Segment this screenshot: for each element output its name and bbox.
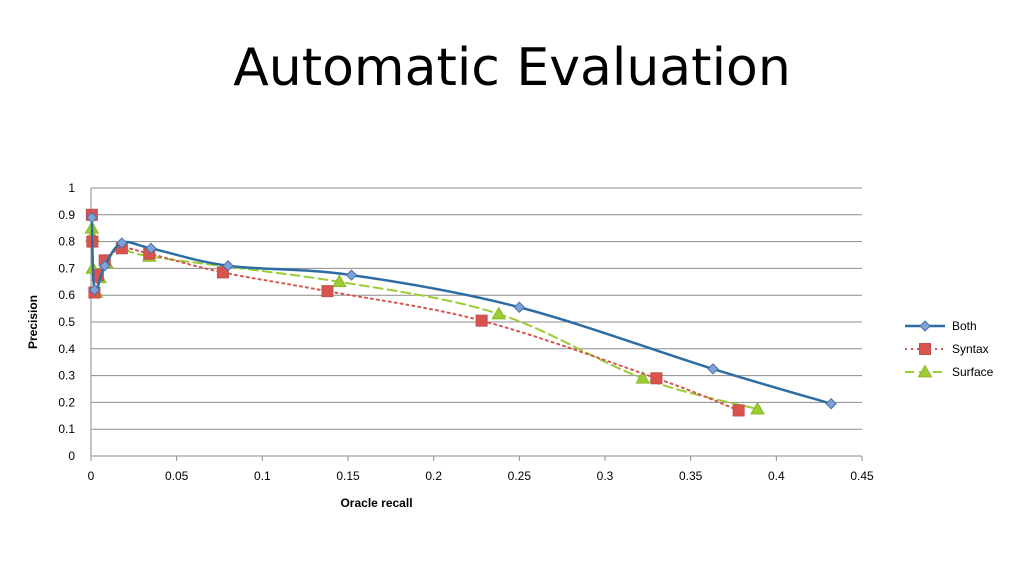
x-tick-label: 0.15 — [336, 469, 360, 483]
data-point-surface — [750, 401, 765, 415]
data-point-both — [825, 398, 837, 410]
legend-marker — [919, 320, 931, 332]
data-point-syntax — [650, 372, 663, 385]
data-point-both — [145, 242, 157, 255]
series-syntax — [85, 208, 745, 417]
y-tick-label: 0.6 — [58, 288, 75, 302]
x-tick-label: 0 — [88, 469, 95, 483]
series-both — [86, 211, 837, 410]
legend-label: Syntax — [952, 342, 989, 356]
series-surface — [84, 220, 765, 415]
data-point-surface — [332, 274, 347, 288]
data-point-both — [88, 284, 101, 296]
y-tick-label: 0.7 — [58, 261, 75, 275]
y-axis-title: Precision — [26, 295, 40, 349]
x-tick-label: 0.45 — [850, 469, 874, 483]
x-tick-label: 0.4 — [768, 469, 785, 483]
x-tick-label: 0.35 — [679, 469, 703, 483]
data-point-syntax — [321, 285, 334, 298]
data-point-both — [86, 211, 98, 224]
data-point-both — [707, 363, 719, 375]
axes: 0 0.1 0.2 0.3 0.4 0.5 0.6 0.7 0.8 0.9 1 0 0.05 0.1 0.1… — [26, 181, 874, 510]
y-tick-label: 0.1 — [58, 422, 75, 436]
x-tick-label: 0.1 — [254, 469, 271, 483]
y-tick-label: 0.9 — [58, 208, 75, 222]
data-point-both — [98, 260, 111, 272]
x-tick-label: 0.25 — [508, 469, 532, 483]
y-tick-label: 0.3 — [58, 369, 75, 383]
y-tick-label: 0.8 — [58, 235, 75, 249]
y-tick-label: 0.2 — [58, 395, 75, 409]
data-point-syntax — [732, 404, 745, 417]
legend-label: Both — [952, 319, 977, 333]
x-tick-label: 0.05 — [165, 469, 189, 483]
series-layer — [84, 208, 837, 417]
data-point-syntax — [475, 314, 488, 327]
legend-item-syntax: Syntax — [905, 342, 989, 356]
series-line-both — [90, 216, 833, 405]
x-tick-label: 0.3 — [597, 469, 614, 483]
legend-label: Surface — [952, 365, 994, 379]
legend-marker — [917, 364, 933, 378]
data-point-both — [222, 260, 234, 272]
y-tick-label: 0.4 — [58, 342, 75, 356]
data-point-surface — [491, 306, 507, 320]
data-point-both — [116, 237, 128, 249]
x-tick-label: 0.2 — [425, 469, 442, 483]
legend: Both Syntax Surface — [905, 319, 994, 379]
data-point-both — [345, 269, 358, 281]
legend-marker — [919, 343, 931, 355]
legend-item-both: Both — [905, 319, 977, 333]
x-axis-title: Oracle recall — [340, 496, 412, 510]
data-point-surface — [635, 370, 651, 384]
data-point-syntax — [216, 266, 229, 279]
y-tick-label: 0.5 — [58, 315, 75, 329]
legend-item-surface: Surface — [905, 364, 994, 379]
y-tick-label: 0 — [68, 449, 75, 463]
data-point-both — [513, 301, 526, 313]
slide-title: Automatic Evaluation — [233, 38, 791, 98]
y-tick-label: 1 — [68, 181, 75, 195]
gridlines — [91, 187, 862, 430]
